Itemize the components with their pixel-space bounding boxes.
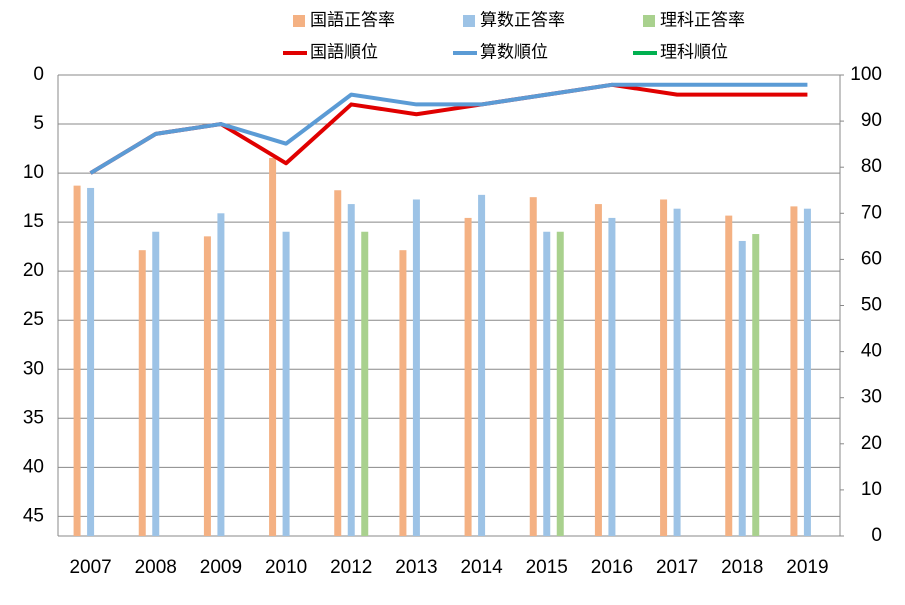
legend-label: 国語順位 <box>310 42 378 61</box>
bar <box>138 250 146 536</box>
x-tick-label: 2013 <box>395 557 437 578</box>
y2-tick-label: 40 <box>861 341 882 362</box>
y-tick-label: 10 <box>23 162 44 183</box>
legend-swatch <box>463 15 475 27</box>
bar <box>87 187 95 536</box>
bar <box>556 231 564 537</box>
legend-label: 算数正答率 <box>480 10 565 29</box>
x-tick-label: 2007 <box>69 557 111 578</box>
line <box>89 82 808 175</box>
y-tick-label: 20 <box>23 260 44 281</box>
y-tick-label: 5 <box>33 113 44 134</box>
bar <box>790 206 798 536</box>
y2-tick-label: 100 <box>850 64 882 85</box>
bar <box>738 240 746 536</box>
bar <box>73 185 81 536</box>
bar <box>660 199 668 536</box>
y-tick-label: 30 <box>23 358 44 379</box>
bar <box>269 157 277 537</box>
bar <box>361 231 369 537</box>
y2-tick-label: 0 <box>871 525 882 546</box>
y2-tick-label: 10 <box>861 479 882 500</box>
x-tick-label: 2010 <box>265 557 307 578</box>
legend-item: 理科順位 <box>633 42 728 61</box>
bar <box>543 231 551 537</box>
bar <box>478 194 486 537</box>
y-tick-label: 0 <box>33 64 44 85</box>
bar <box>347 204 355 536</box>
x-tick-label: 2016 <box>591 557 633 578</box>
legend-label: 理科順位 <box>660 42 728 61</box>
legend-item: 理科正答率 <box>643 10 745 29</box>
y2-tick-label: 70 <box>861 202 882 223</box>
y-tick-label: 45 <box>23 505 44 526</box>
y-tick-label: 25 <box>23 309 44 330</box>
bar <box>399 250 407 536</box>
bar <box>594 204 602 536</box>
x-tick-label: 2015 <box>526 557 568 578</box>
bar <box>152 231 160 537</box>
x-tick-label: 2009 <box>200 557 242 578</box>
y2-tick-label: 80 <box>861 156 882 177</box>
legend-swatch <box>293 15 305 27</box>
y-tick-label: 15 <box>23 211 44 232</box>
bar <box>203 236 211 536</box>
x-tick-label: 2014 <box>460 557 503 578</box>
x-tick-label: 2018 <box>721 557 763 578</box>
y-tick-label: 35 <box>23 407 44 428</box>
legend-item: 国語正答率 <box>293 10 395 29</box>
y2-tick-label: 30 <box>861 387 882 408</box>
x-tick-label: 2008 <box>135 557 177 578</box>
bar <box>217 213 225 537</box>
legend-label: 国語正答率 <box>310 10 395 29</box>
legend-item: 国語順位 <box>283 42 378 61</box>
bar <box>803 208 811 536</box>
legend-label: 算数順位 <box>480 42 548 61</box>
y2-tick-label: 20 <box>861 433 882 454</box>
x-tick-label: 2019 <box>786 557 828 578</box>
y2-tick-label: 50 <box>861 295 882 316</box>
bar <box>752 234 760 537</box>
y-tick-label: 40 <box>23 456 44 477</box>
bar <box>282 231 290 537</box>
legend-label: 理科正答率 <box>660 10 745 29</box>
legend-swatch <box>643 15 655 27</box>
bar <box>334 190 342 536</box>
x-tick-label: 2017 <box>656 557 698 578</box>
legend-item: 算数正答率 <box>463 10 565 29</box>
bar <box>673 208 681 536</box>
y2-tick-label: 90 <box>861 110 882 131</box>
legend-item: 算数順位 <box>453 42 548 61</box>
y2-tick-label: 60 <box>861 248 882 269</box>
bar <box>412 199 420 536</box>
bar <box>725 215 733 537</box>
bar <box>464 217 472 536</box>
bar <box>529 197 537 537</box>
x-tick-label: 2012 <box>330 557 372 578</box>
bar <box>608 217 616 536</box>
